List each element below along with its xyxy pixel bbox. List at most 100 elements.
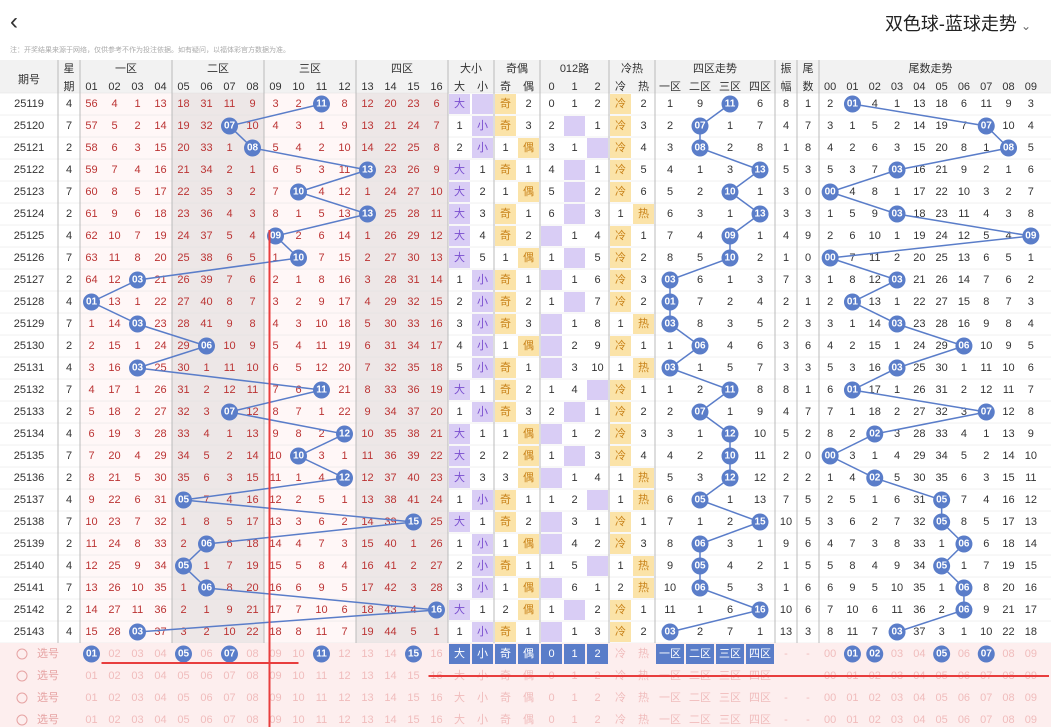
pick-group[interactable]: 大 (454, 690, 465, 704)
pick-number[interactable]: 08 (246, 648, 258, 660)
pick-number[interactable]: 09 (269, 692, 281, 704)
pick-number[interactable]: 11 (316, 692, 327, 704)
pick-tail[interactable]: 08 (1002, 648, 1014, 660)
pick-radio[interactable] (16, 714, 28, 726)
pick-group[interactable]: 二区 (689, 714, 711, 726)
pick-number[interactable]: 09 (269, 670, 281, 682)
pick-group[interactable]: 二区 (689, 692, 711, 704)
pick-number[interactable]: 04 (154, 714, 166, 726)
pick-group[interactable]: 冷 (615, 713, 626, 726)
pick-number[interactable]: 09 (269, 714, 281, 726)
pick-number[interactable]: 12 (338, 648, 350, 660)
pick-group[interactable]: 0 (548, 714, 554, 726)
pick-number[interactable]: 13 (361, 714, 373, 726)
pick-number[interactable]: 10 (292, 670, 304, 682)
pick-number[interactable]: 15 (407, 670, 419, 682)
pick-tail[interactable]: 07 (980, 692, 992, 704)
pick-number[interactable]: 09 (269, 648, 281, 660)
pick-tail[interactable]: 01 (846, 714, 858, 726)
pick-group[interactable]: 四区 (749, 714, 771, 726)
pick-group-selected-bg[interactable] (495, 644, 516, 664)
pick-tail[interactable]: 01 (846, 692, 858, 704)
pick-number[interactable]: 04 (154, 648, 166, 660)
pick-number[interactable]: 10 (292, 648, 304, 660)
pick-number[interactable]: 01 (85, 670, 97, 682)
pick-number[interactable]: 07 (223, 692, 235, 704)
pick-number[interactable]: 06 (200, 692, 212, 704)
pick-number[interactable]: 05 (177, 692, 189, 704)
pick-number[interactable]: 04 (154, 670, 166, 682)
pick-tail[interactable]: 00 (824, 714, 836, 726)
pick-group-selected-bg[interactable] (686, 644, 714, 664)
pick-group-selected-bg[interactable] (587, 644, 608, 664)
pick-tail[interactable]: 06 (958, 692, 970, 704)
pick-group-selected-bg[interactable] (472, 644, 493, 664)
pick-radio[interactable] (16, 670, 28, 682)
pick-group[interactable]: 冷 (615, 691, 626, 704)
pick-group-selected-bg[interactable] (541, 644, 562, 664)
pick-tail[interactable]: 03 (891, 692, 903, 704)
pick-number[interactable]: 02 (108, 648, 120, 660)
pick-number[interactable]: 01 (85, 714, 97, 726)
pick-group[interactable]: 三区 (719, 692, 741, 704)
pick-number[interactable]: 01 (85, 692, 97, 704)
pick-number[interactable]: 13 (361, 692, 373, 704)
pick-tail[interactable]: 04 (913, 714, 925, 726)
pick-tail[interactable]: 03 (891, 648, 903, 660)
pick-group[interactable]: 三区 (719, 714, 741, 726)
pick-group[interactable]: 四区 (749, 692, 771, 704)
pick-group[interactable]: 偶 (523, 713, 534, 726)
pick-tail[interactable]: 02 (869, 714, 881, 726)
pick-tail[interactable]: 09 (1025, 648, 1037, 660)
pick-number[interactable]: 14 (384, 670, 396, 682)
pick-number[interactable]: 13 (361, 648, 373, 660)
pick-tail[interactable]: 08 (1002, 714, 1014, 726)
pick-number[interactable]: 11 (316, 670, 327, 682)
pick-tail[interactable]: 06 (958, 714, 970, 726)
pick-number[interactable]: 16 (430, 648, 442, 660)
pick-tail[interactable]: 09 (1025, 692, 1037, 704)
pick-number[interactable]: 02 (108, 692, 120, 704)
pick-number[interactable]: 03 (131, 692, 143, 704)
pick-tail[interactable]: 09 (1025, 714, 1037, 726)
pick-number[interactable]: 08 (246, 692, 258, 704)
pick-group[interactable]: 2 (594, 714, 600, 726)
pick-group[interactable]: 大 (454, 712, 465, 726)
pick-group[interactable]: 1 (571, 714, 577, 726)
chevron-left-icon[interactable]: ‹ (10, 8, 18, 35)
pick-number[interactable]: 15 (407, 714, 419, 726)
pick-group[interactable]: 奇 (500, 713, 511, 726)
pick-number[interactable]: 07 (223, 714, 235, 726)
pick-tail[interactable]: 06 (958, 648, 970, 660)
pick-number[interactable]: 12 (338, 714, 350, 726)
pick-group[interactable]: 奇 (500, 691, 511, 704)
pick-number[interactable]: 10 (292, 692, 304, 704)
pick-group-selected-bg[interactable] (716, 644, 744, 664)
pick-number[interactable]: 03 (131, 714, 143, 726)
pick-number[interactable]: 11 (316, 714, 327, 726)
pick-group-selected-bg[interactable] (564, 644, 585, 664)
pick-tail[interactable]: 00 (824, 692, 836, 704)
pick-tail[interactable]: 05 (936, 714, 948, 726)
pick-number[interactable]: 15 (407, 692, 419, 704)
pick-group[interactable]: 一区 (659, 692, 681, 704)
pick-tail[interactable]: 07 (980, 714, 992, 726)
pick-group[interactable]: 2 (594, 692, 600, 704)
pick-radio[interactable] (16, 692, 28, 704)
pick-group[interactable]: 小 (477, 691, 488, 704)
pick-number[interactable]: 02 (108, 670, 120, 682)
pick-tail[interactable]: 05 (936, 692, 948, 704)
pick-radio[interactable] (16, 648, 28, 660)
pick-tail[interactable]: 02 (869, 692, 881, 704)
pick-group[interactable]: 0 (548, 692, 554, 704)
pick-number[interactable]: 08 (246, 670, 258, 682)
page-title-dropdown[interactable]: 双色球-蓝球走势 ⌄ (885, 10, 1031, 36)
pick-number[interactable]: 02 (108, 714, 120, 726)
pick-number[interactable]: 14 (384, 692, 396, 704)
pick-group[interactable]: 1 (571, 692, 577, 704)
pick-group[interactable]: 小 (477, 713, 488, 726)
pick-number[interactable]: 06 (200, 670, 212, 682)
pick-group[interactable]: 冷 (615, 647, 626, 660)
pick-number[interactable]: 08 (246, 714, 258, 726)
pick-group[interactable]: 热 (638, 691, 649, 704)
